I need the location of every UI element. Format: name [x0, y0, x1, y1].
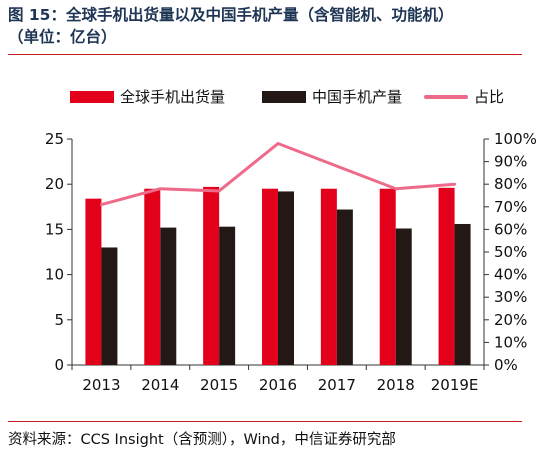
y-right-tick-label: 40% — [494, 266, 527, 284]
bar-china — [395, 228, 412, 365]
y-right-tick-label: 0% — [494, 356, 518, 374]
y-left-tick-label: 15 — [45, 220, 64, 238]
bar-global — [320, 188, 337, 365]
y-left-tick-label: 20 — [45, 175, 64, 193]
y-right-tick-label: 60% — [494, 220, 527, 238]
title-line-2: （单位：亿台） — [8, 28, 117, 46]
series-line-ratio — [99, 142, 457, 207]
bottom-rule — [8, 421, 522, 422]
x-tick-label: 2019E — [431, 376, 479, 394]
x-tick-label: 2016 — [259, 376, 297, 394]
legend-swatch-pink-line — [424, 94, 468, 99]
x-tick-label: 2018 — [377, 376, 415, 394]
y-right-tick-label: 80% — [494, 175, 527, 193]
bar-china — [101, 247, 118, 365]
legend-swatch-red — [70, 90, 114, 103]
y-right-tick-label: 20% — [494, 311, 527, 329]
bar-global — [438, 187, 455, 365]
y-right-tick-label: 10% — [494, 333, 527, 351]
y-left-tick-label: 25 — [45, 130, 64, 148]
chart-title: 图 15：全球手机出货量以及中国手机产量（含智能机、功能机） （单位：亿台） — [8, 4, 548, 48]
bar-china — [454, 223, 471, 365]
legend-item-ratio: 占比 — [424, 86, 504, 107]
legend-label-china: 中国手机产量 — [312, 88, 403, 106]
x-tick-label: 2014 — [141, 376, 179, 394]
legend-label-ratio: 占比 — [474, 88, 505, 106]
x-tick-label: 2017 — [318, 376, 356, 394]
bar-china — [278, 191, 294, 365]
y-left-tick-label: 5 — [54, 311, 64, 329]
bar-china — [219, 226, 236, 365]
y-left-tick-label: 10 — [45, 266, 64, 284]
bar-global — [203, 186, 220, 365]
bar-global — [144, 188, 161, 365]
top-rule — [8, 54, 522, 55]
x-tick-label: 2013 — [82, 376, 120, 394]
y-right-tick-label: 50% — [494, 243, 527, 261]
bar-global — [262, 188, 278, 365]
y-right-tick-label: 90% — [494, 153, 527, 171]
bar-china — [336, 209, 353, 365]
x-tick-label: 2015 — [200, 376, 238, 394]
legend-item-global: 全球手机出货量 — [70, 86, 225, 107]
y-right-tick-label: 70% — [494, 198, 527, 216]
bar-china — [160, 227, 177, 365]
legend-label-global: 全球手机出货量 — [120, 88, 226, 106]
legend-item-china: 中国手机产量 — [262, 86, 402, 107]
legend-swatch-black — [262, 90, 306, 103]
source-note: 资料来源：CCS Insight（含预测），Wind，中信证券研究部 — [8, 432, 396, 448]
y-right-tick-label: 30% — [494, 288, 527, 306]
bar-global — [379, 188, 396, 365]
title-line-1: 图 15：全球手机出货量以及中国手机产量（含智能机、功能机） — [8, 6, 454, 24]
legend: 全球手机出货量 中国手机产量 占比 — [0, 86, 550, 110]
y-right-tick-label: 100% — [494, 130, 537, 148]
y-left-tick-label: 0 — [54, 356, 64, 374]
bar-global — [85, 198, 102, 365]
